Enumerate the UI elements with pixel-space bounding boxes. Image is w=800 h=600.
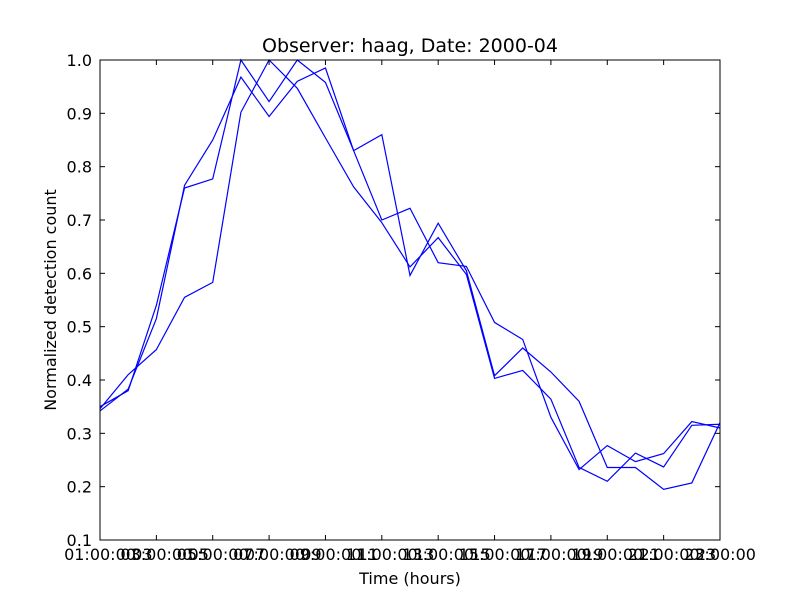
x-tick-label-6: 11:00:00 xyxy=(346,545,418,564)
x-overlap-label-7: 15 xyxy=(470,545,490,564)
chart-title: Observer: haag, Date: 2000-04 xyxy=(262,35,558,57)
series-line-1 xyxy=(99,58,721,490)
series-line-3 xyxy=(99,59,721,483)
x-overlap-label-4: 09 xyxy=(301,545,321,564)
y-tick-label-6: 0.6 xyxy=(67,264,92,283)
y-tick-label-8: 0.8 xyxy=(67,158,92,177)
x-tick-label-3: 05:00:00 xyxy=(177,545,249,564)
y-tick-label-9: 0.9 xyxy=(67,104,92,123)
y-tick-label-1: 0.1 xyxy=(67,531,92,550)
x-tick-label-11: 21:00:00 xyxy=(628,545,700,564)
x-overlap-label-1: 03 xyxy=(132,545,152,564)
x-axis-label: Time (hours) xyxy=(358,569,461,588)
series-line-2 xyxy=(99,67,721,471)
y-tick-label-3: 0.3 xyxy=(67,424,92,443)
y-axis-label: Normalized detection count xyxy=(41,189,60,411)
y-tick-label-10: 1.0 xyxy=(67,51,92,70)
x-overlap-label-10: 21 xyxy=(639,545,659,564)
x-tick-label-4: 07:00:00 xyxy=(233,545,305,564)
x-overlap-label-5: 11 xyxy=(358,545,378,564)
ticks-layer: 01:00:0003:00:0005:00:0007:00:0009:00:00… xyxy=(64,51,756,564)
y-tick-label-2: 0.2 xyxy=(67,478,92,497)
y-tick-label-5: 0.5 xyxy=(67,318,92,337)
x-tick-label-5: 09:00:00 xyxy=(290,545,362,564)
x-overlap-label-11: 23 xyxy=(696,545,716,564)
series-layer xyxy=(99,58,721,490)
x-tick-label-2: 03:00:00 xyxy=(120,545,192,564)
y-tick-label-7: 0.7 xyxy=(67,211,92,230)
plot-frame xyxy=(99,59,721,541)
x-overlap-label-2: 05 xyxy=(189,545,209,564)
x-overlap-label-8: 17 xyxy=(527,545,547,564)
x-tick-label-8: 15:00:00 xyxy=(459,545,531,564)
x-overlap-label-9: 19 xyxy=(583,545,603,564)
y-tick-label-4: 0.4 xyxy=(67,371,92,390)
x-tick-label-9: 17:00:00 xyxy=(515,545,587,564)
x-tick-label-12: 23:00:00 xyxy=(684,545,756,564)
x-tick-label-7: 13:00:00 xyxy=(402,545,474,564)
x-tick-label-1: 01:00:00 xyxy=(64,545,136,564)
x-tick-label-10: 19:00:00 xyxy=(571,545,643,564)
x-overlap-label-3: 07 xyxy=(245,545,265,564)
x-overlap-label-6: 13 xyxy=(414,545,434,564)
